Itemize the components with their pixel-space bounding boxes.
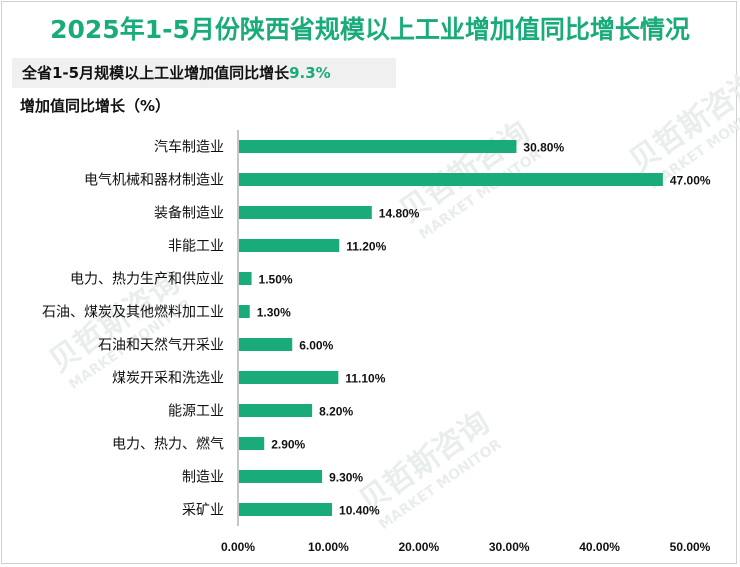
bar: [239, 305, 250, 318]
category-label: 石油、煤炭及其他燃料加工业: [42, 304, 224, 321]
data-label: 11.20%: [346, 240, 386, 254]
bar: [239, 371, 339, 384]
data-label: 30.80%: [523, 141, 564, 155]
data-label: 10.40%: [339, 504, 380, 518]
bar: [239, 470, 323, 483]
data-label: 6.00%: [299, 339, 333, 353]
x-tick-label: 0.00%: [221, 540, 255, 554]
category-label: 采矿业: [182, 503, 224, 519]
data-label: 9.30%: [329, 471, 363, 485]
category-label: 电力、热力生产和供应业: [70, 271, 224, 288]
data-label: 1.30%: [257, 306, 291, 320]
chart-title: 2025年1-5月份陕西省规模以上工业增加值同比增长情况: [50, 15, 690, 44]
bars-layer: 30.80% 47.00% 14.80% 11.20% 1.50% 1.30% 6.00% 1…: [239, 140, 711, 518]
x-tick-label: 40.00%: [579, 540, 620, 554]
bar: [239, 404, 313, 417]
data-label: 47.00%: [670, 174, 711, 188]
category-label: 石油和天然气开采业: [98, 337, 224, 354]
data-label: 1.50%: [259, 273, 293, 287]
x-tick-label: 30.00%: [489, 540, 530, 554]
category-label: 电气机械和器材制造业: [84, 173, 224, 189]
bar: [239, 338, 293, 351]
category-label: 电力、热力、燃气: [112, 436, 224, 453]
data-label: 8.20%: [319, 405, 353, 419]
category-label: 汽车制造业: [154, 139, 224, 156]
summary-text: 全省1-5月规模以上工业增加值同比增长: [22, 64, 290, 82]
bar: [239, 437, 265, 450]
category-label: 煤炭开采和洗选业: [112, 371, 224, 387]
unit-label: 增加值同比增长（%）: [20, 97, 171, 115]
bar: [239, 272, 252, 285]
bar: [239, 503, 333, 516]
bar: [239, 140, 517, 153]
summary-value: 9.3%: [289, 64, 331, 82]
bar: [239, 206, 372, 219]
x-tick-label: 10.00%: [308, 540, 349, 554]
category-label: 非能工业: [168, 239, 224, 255]
category-label: 制造业: [182, 470, 224, 486]
x-tick-label: 20.00%: [398, 540, 439, 554]
category-label: 装备制造业: [154, 205, 224, 222]
bar: [239, 173, 663, 186]
category-label: 能源工业: [168, 404, 224, 420]
data-label: 11.10%: [345, 372, 385, 386]
axis-layer: 汽车制造业电气机械和器材制造业装备制造业非能工业电力、热力生产和供应业石油、煤炭…: [42, 130, 711, 554]
bar: [239, 239, 340, 252]
x-tick-label: 50.00%: [670, 540, 711, 554]
data-label: 14.80%: [379, 207, 420, 221]
summary-banner: 全省1-5月规模以上工业增加值同比增长9.3%: [12, 58, 396, 88]
data-label: 2.90%: [271, 438, 305, 452]
